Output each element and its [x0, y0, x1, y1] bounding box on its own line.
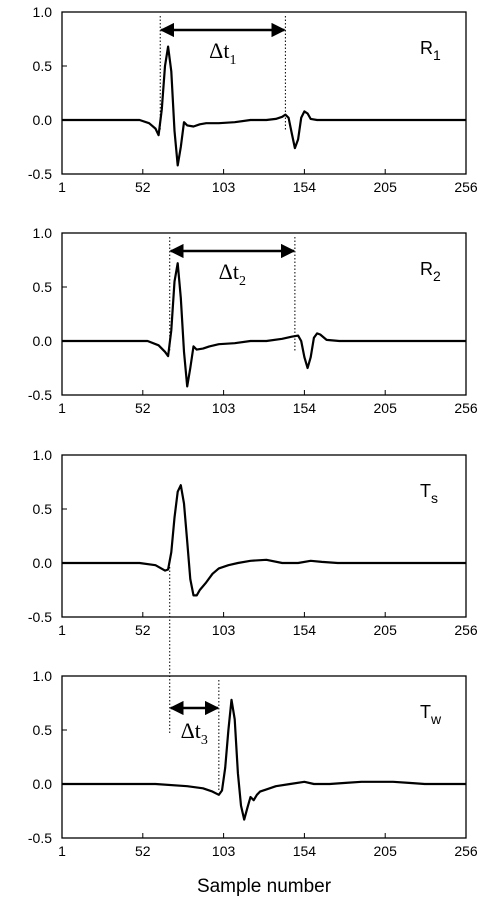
series-line: [62, 45, 466, 167]
delta-label-subscript: 1: [229, 53, 236, 68]
x-tick-label: 205: [374, 179, 398, 195]
x-axis-label: Sample number: [197, 876, 332, 897]
panel-label: R2: [420, 259, 441, 284]
panel-label-subscript: 1: [433, 47, 441, 63]
y-tick-label: 0.0: [33, 112, 53, 128]
x-tick-label: 256: [454, 622, 478, 638]
panel-label-subscript: 2: [433, 268, 441, 284]
y-tick-label: 0.0: [33, 555, 53, 571]
series-line: [62, 698, 466, 821]
x-tick-label: 1: [58, 400, 66, 416]
y-tick-label: 0.0: [33, 776, 53, 792]
delta-label: Δt3: [181, 718, 208, 748]
x-tick-label: 205: [374, 622, 398, 638]
panel-label-subscript: w: [430, 711, 442, 727]
y-tick-label: 0.5: [33, 279, 53, 295]
delta-label-subscript: 3: [201, 733, 208, 748]
x-tick-label: 256: [454, 843, 478, 859]
plot-frame: [61, 11, 467, 175]
delta-annotation-4: Δt3: [169, 567, 220, 790]
panel-label: Ts: [420, 481, 438, 506]
panel-2: 1.0 0.5 0.0 -0.5 1 52 103 154 205 256 R2: [28, 225, 478, 416]
y-tick-label: 0.5: [33, 58, 53, 74]
y-tick-label: -0.5: [28, 609, 52, 625]
x-tick-label: 103: [212, 400, 236, 416]
x-tick-label: 1: [58, 843, 66, 859]
x-tick-label: 256: [454, 179, 478, 195]
x-tick-label: 1: [58, 622, 66, 638]
plot-frame: [61, 675, 467, 839]
y-tick-label: 0.5: [33, 501, 53, 517]
plot-frame: [61, 232, 467, 396]
delta-label: Δt2: [219, 259, 246, 289]
y-tick-label: 1.0: [33, 225, 53, 241]
y-tick-label: 1.0: [33, 4, 53, 20]
panel-3: 1.0 0.5 0.0 -0.5 1 52 103 154 205 256 Ts: [28, 447, 478, 638]
x-tick-label: 52: [135, 843, 151, 859]
panel-1: 1.0 0.5 0.0 -0.5 1 52 103 154 205 256 R1: [28, 4, 478, 195]
x-tick-label: 154: [293, 843, 317, 859]
x-tick-label: 205: [374, 843, 398, 859]
delta-annotation-2: Δt2: [169, 237, 296, 351]
delta-label: Δt1: [209, 38, 236, 68]
panel-4: 1.0 0.5 0.0 -0.5 1 52 103 154 205 256 Tw Sample num…: [28, 668, 478, 897]
y-tick-label: -0.5: [28, 166, 52, 182]
panel-label: Tw: [420, 702, 442, 727]
x-tick-label: 52: [135, 400, 151, 416]
series-line: [62, 262, 466, 388]
x-tick-label: 103: [212, 179, 236, 195]
x-tick-label: 205: [374, 400, 398, 416]
x-tick-label: 103: [212, 622, 236, 638]
delta-annotation-1: Δt1: [159, 16, 286, 130]
y-tick-label: 0.0: [33, 333, 53, 349]
x-tick-label: 52: [135, 179, 151, 195]
plot-frame: [61, 454, 467, 618]
panel-label: R1: [420, 38, 441, 63]
x-tick-label: 154: [293, 179, 317, 195]
x-tick-label: 103: [212, 843, 236, 859]
x-tick-label: 1: [58, 179, 66, 195]
x-tick-label: 52: [135, 622, 151, 638]
x-tick-label: 256: [454, 400, 478, 416]
x-tick-label: 154: [293, 400, 317, 416]
y-tick-label: 1.0: [33, 447, 53, 463]
y-tick-label: 0.5: [33, 722, 53, 738]
y-tick-label: 1.0: [33, 668, 53, 684]
delta-label-subscript: 2: [239, 274, 246, 289]
y-tick-label: -0.5: [28, 387, 52, 403]
y-tick-label: -0.5: [28, 830, 52, 846]
panel-label-subscript: s: [431, 490, 438, 506]
x-tick-label: 154: [293, 622, 317, 638]
series-line: [62, 484, 466, 597]
